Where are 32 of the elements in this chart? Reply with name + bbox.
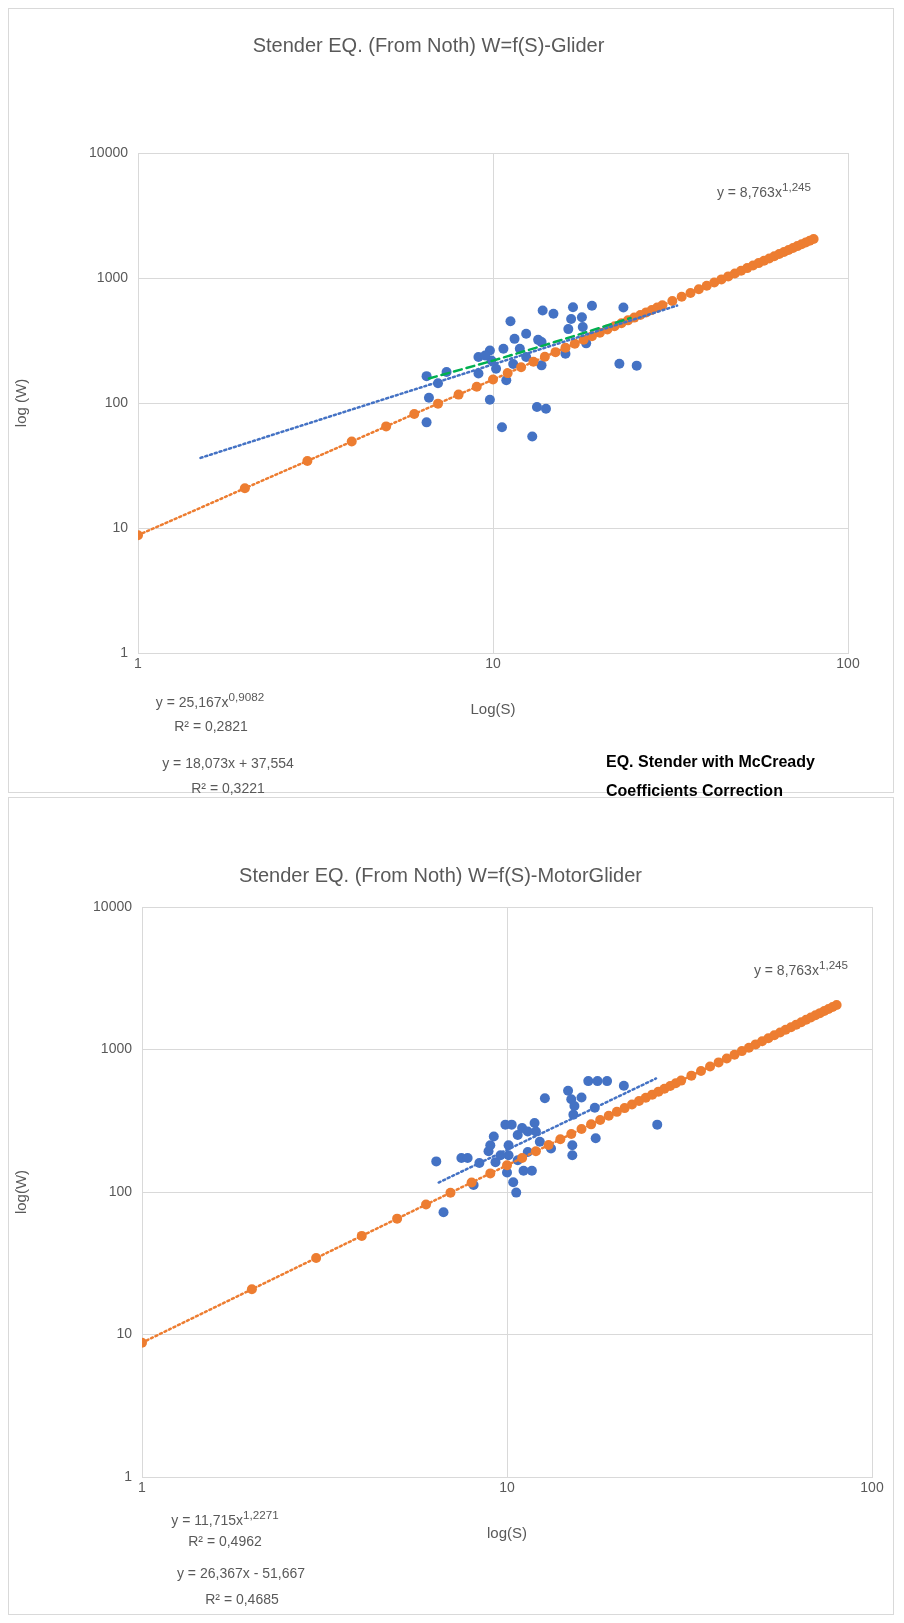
x-axis-title: log(S) — [486, 1524, 528, 1542]
x-tick-label: 1 — [138, 1479, 147, 1496]
x-axis-title: Log(S) — [470, 700, 516, 718]
y-axis-title: log(W) — [12, 1169, 30, 1215]
annotation: y = 8,763x$^{1,245}$ — [716, 180, 812, 200]
text: y = 18,073x + 37,554 — [162, 755, 294, 771]
y-tick-label: 10 — [112, 518, 129, 535]
text: EQ. Stender with McCready Coefficients Correction — [606, 752, 816, 801]
chart-title: Stender EQ. (From Noth) W=f(S)-MotorGlider — [239, 863, 643, 886]
y-tick-label: 10000 — [89, 143, 129, 160]
text: y = 26,367x - 51,667 — [176, 1565, 306, 1581]
text: y = 25,167x$^{0,9082}$ — [155, 690, 265, 710]
x-tick-label: 100 — [836, 655, 860, 672]
annotation: y = 8,763x$^{1,245}$ — [753, 958, 849, 978]
y-tick-label: 1000 — [96, 268, 129, 285]
text: R² = 0,3221 — [191, 780, 265, 796]
y-tick-label: 10 — [116, 1325, 133, 1342]
y-tick-label: 1 — [120, 643, 129, 660]
y-tick-label: 10000 — [93, 897, 133, 914]
y-axis-title: log (W) — [12, 378, 30, 428]
text: R² = 0,2821 — [174, 718, 248, 734]
y-tick-label: 100 — [104, 393, 129, 410]
text: R² = 0,4685 — [205, 1591, 279, 1607]
x-tick-label: 10 — [485, 655, 501, 672]
text: y = 11,715x$^{1,2271}$ — [171, 1508, 279, 1528]
chart-title: Stender EQ. (From Noth) W=f(S)-Glider — [252, 33, 605, 56]
text: R² = 0,4962 — [188, 1533, 262, 1549]
y-tick-label: 1000 — [100, 1040, 133, 1057]
y-tick-label: 1 — [124, 1467, 133, 1484]
x-tick-label: 100 — [860, 1479, 884, 1496]
y-tick-label: 100 — [108, 1182, 133, 1199]
x-tick-label: 10 — [499, 1479, 515, 1496]
